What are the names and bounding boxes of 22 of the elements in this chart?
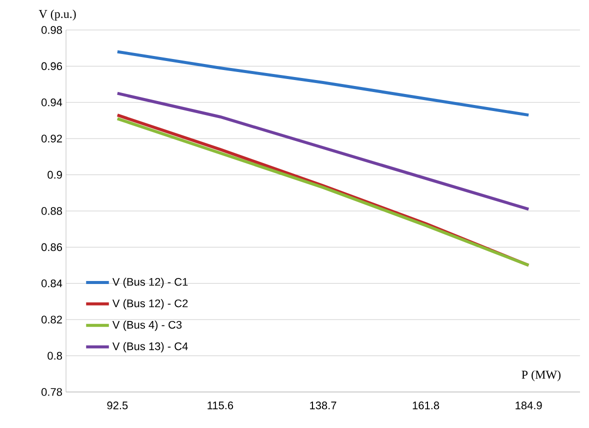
x-tick-label: 92.5 xyxy=(107,402,128,410)
y-tick-label: 0.78 xyxy=(41,388,62,396)
x-tick-label: 115.6 xyxy=(208,402,234,410)
y-tick-label: 0.92 xyxy=(41,134,62,142)
y-tick-label: 0.9 xyxy=(48,170,62,179)
y-tick-label: 0.86 xyxy=(41,243,62,252)
x-tick-label: 184.9 xyxy=(516,402,542,410)
y-tick-label: 0.84 xyxy=(41,280,62,288)
y-tick-label: 0.82 xyxy=(41,316,62,324)
y-tick-label: 0.96 xyxy=(41,62,62,70)
legend-label: V (Bus 4) - C3 xyxy=(112,320,182,331)
legend-label: V (Bus 13) - C4 xyxy=(112,342,188,352)
x-tick-label: 138.7 xyxy=(310,402,336,410)
y-tick-label: 0.8 xyxy=(48,352,62,360)
y-tick-label: 0.98 xyxy=(41,26,62,34)
x-axis-title: P (MW) xyxy=(522,370,561,382)
y-tick-label: 0.94 xyxy=(41,98,62,106)
x-tick-label: 161.8 xyxy=(412,402,440,410)
legend-label: V (Bus 12) - C1 xyxy=(112,278,188,288)
legend-label: V (Bus 12) - C2 xyxy=(112,299,188,310)
y-tick-label: 0.88 xyxy=(41,207,62,215)
y-axis-title: V (p.u.) xyxy=(38,10,76,20)
